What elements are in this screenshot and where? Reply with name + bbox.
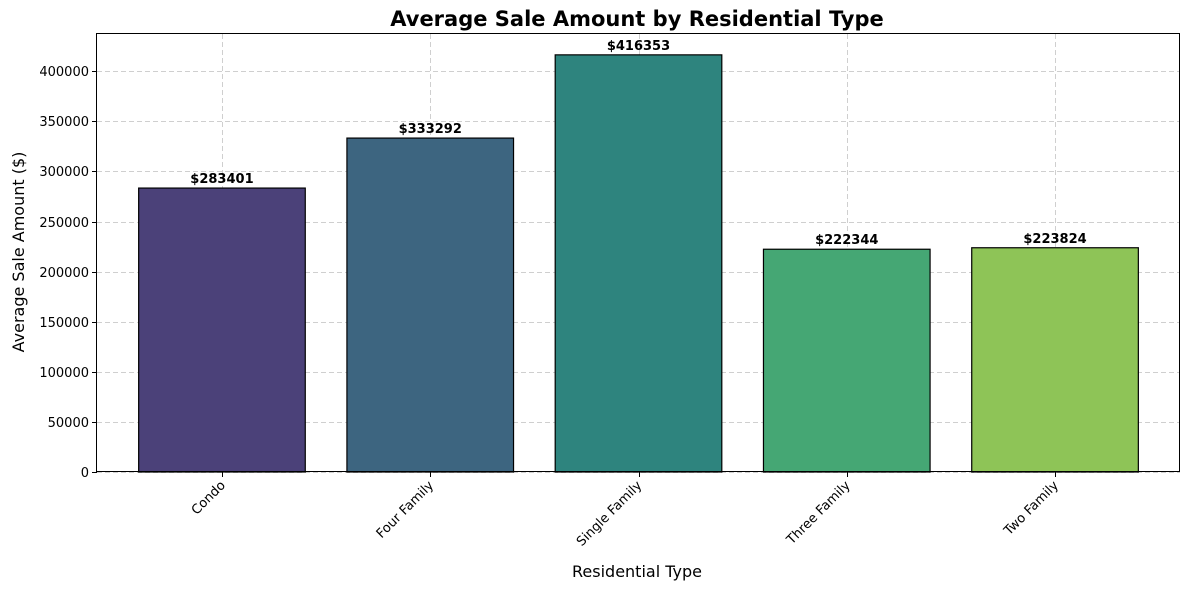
x-tick-label: Four Family [374, 478, 438, 542]
bar [138, 187, 306, 473]
bar [762, 248, 931, 473]
y-tick-label: 400000 [39, 65, 89, 80]
x-tick-label: Three Family [783, 478, 853, 548]
bar [554, 54, 723, 473]
x-tick-label: Single Family [574, 478, 646, 550]
bar [346, 137, 515, 473]
bar-data-label: $333292 [399, 122, 462, 137]
x-axis: Condo Four Family Single Family Three Famil… [189, 472, 1062, 550]
y-axis: 0 50000 100000 150000 200000 250000 300000 3500… [39, 65, 97, 481]
y-tick-label: 100000 [39, 366, 89, 381]
data-labels: $283401 $333292 $416353 $222344 $223824 [190, 39, 1086, 248]
bar-data-label: $283401 [190, 172, 253, 187]
bar-data-label: $222344 [815, 233, 878, 248]
y-tick-label: 250000 [39, 216, 89, 231]
plot-frame [96, 33, 1180, 472]
bars [138, 54, 1139, 473]
bar-data-label: $416353 [607, 39, 670, 54]
x-tick-label: Two Family [1001, 478, 1062, 539]
y-tick-label: 150000 [39, 316, 89, 331]
y-tick-label: 0 [81, 466, 89, 481]
bar-data-label: $223824 [1023, 232, 1086, 247]
y-tick-label: 300000 [39, 165, 89, 180]
x-axis-label: Residential Type [572, 562, 702, 581]
y-tick-label: 50000 [48, 416, 89, 431]
x-tick-label: Condo [189, 478, 229, 518]
y-tick-label: 200000 [39, 266, 89, 281]
chart-title: Average Sale Amount by Residential Type [390, 7, 884, 31]
y-tick-label: 350000 [39, 115, 89, 130]
y-axis-label: Average Sale Amount ($) [9, 152, 28, 353]
bar [971, 247, 1139, 473]
